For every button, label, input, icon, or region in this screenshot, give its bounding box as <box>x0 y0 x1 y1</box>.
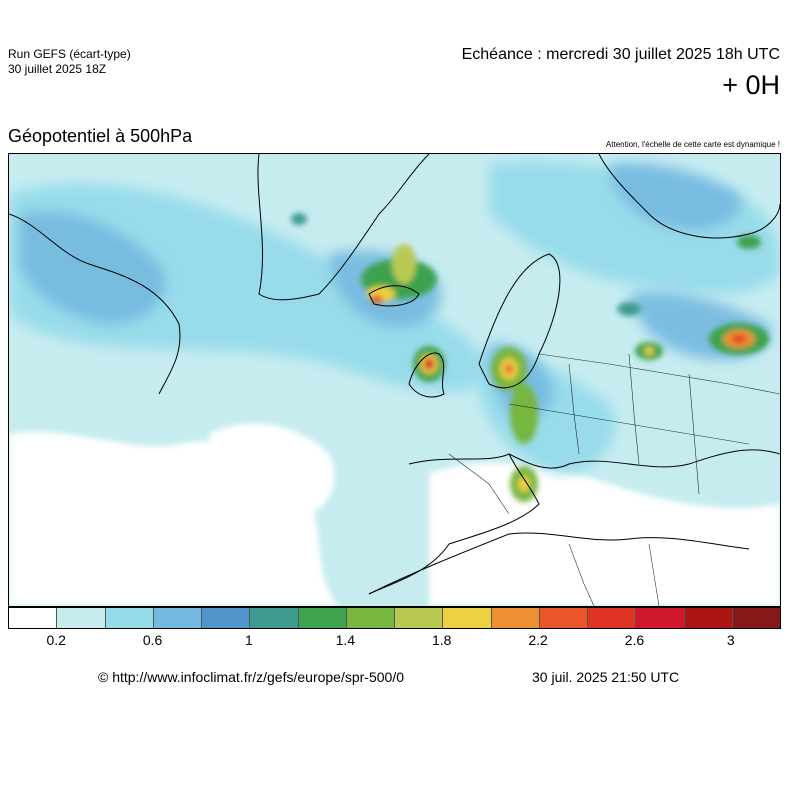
run-date: 30 juillet 2025 18Z <box>8 62 107 76</box>
legend-tick-label: 1 <box>245 632 253 648</box>
iceland-coast <box>368 285 420 307</box>
legend-tick-label: 0.6 <box>142 632 163 648</box>
legend-swatch <box>153 608 202 628</box>
legend-swatch <box>491 608 540 628</box>
legend-swatch <box>588 608 637 628</box>
russia-arctic-coast <box>598 154 780 239</box>
legend-swatch <box>732 608 780 628</box>
dynamic-scale-note: Attention, l'échelle de cette carte est … <box>605 140 780 149</box>
legend-swatch <box>298 608 347 628</box>
iberia-coast <box>368 453 540 595</box>
greenland-coast <box>257 154 430 301</box>
high-spread-zones <box>291 213 769 502</box>
legend-swatch <box>636 608 685 628</box>
coastlines <box>9 154 780 595</box>
generated-timestamp: 30 juil. 2025 21:50 UTC <box>532 669 680 685</box>
legend-swatch <box>684 608 733 628</box>
legend-swatch <box>395 608 444 628</box>
legend-tick-label: 2.6 <box>624 632 645 648</box>
north-africa-coast <box>368 532 750 595</box>
legend-swatch <box>105 608 154 628</box>
forecast-offset: + 0H <box>722 70 780 100</box>
legend-tick-label: 1.8 <box>431 632 452 648</box>
run-title: Run GEFS (écart-type) <box>8 47 131 61</box>
map-canvas <box>9 154 780 606</box>
legend-tick-label: 0.2 <box>46 632 66 648</box>
forecast-valid-time: Echéance : mercredi 30 juillet 2025 18h … <box>461 46 780 63</box>
map-title: Géopotentiel à 500hPa <box>8 126 193 146</box>
scandinavia-coast <box>478 253 561 389</box>
source-url: © http://www.infoclimat.fr/z/gefs/europe… <box>98 669 405 685</box>
legend-tick-label: 1.4 <box>335 632 356 648</box>
legend-swatch <box>250 608 299 628</box>
legend-swatch <box>539 608 588 628</box>
country-borders <box>448 353 780 606</box>
legend-swatch <box>443 608 492 628</box>
canada-coast <box>9 213 181 395</box>
color-scale-legend <box>8 607 781 629</box>
british-isles-coast <box>408 352 445 398</box>
legend-swatch <box>9 608 58 628</box>
legend-swatch <box>346 608 395 628</box>
legend-swatch <box>202 608 251 628</box>
mediterranean-north-coast <box>508 449 780 469</box>
legend-swatch <box>57 608 106 628</box>
legend-tick-label: 2.2 <box>528 632 548 648</box>
spread-map <box>8 153 781 607</box>
legend-tick-label: 3 <box>726 632 735 648</box>
